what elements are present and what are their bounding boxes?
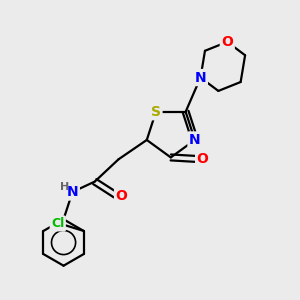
- Text: Cl: Cl: [51, 217, 64, 230]
- Text: O: O: [197, 152, 208, 166]
- Text: S: S: [151, 105, 161, 119]
- Text: O: O: [116, 189, 128, 203]
- Text: H: H: [59, 182, 69, 192]
- Text: O: O: [221, 35, 233, 49]
- Text: N: N: [195, 70, 206, 85]
- Text: N: N: [67, 185, 78, 199]
- Text: N: N: [189, 133, 201, 147]
